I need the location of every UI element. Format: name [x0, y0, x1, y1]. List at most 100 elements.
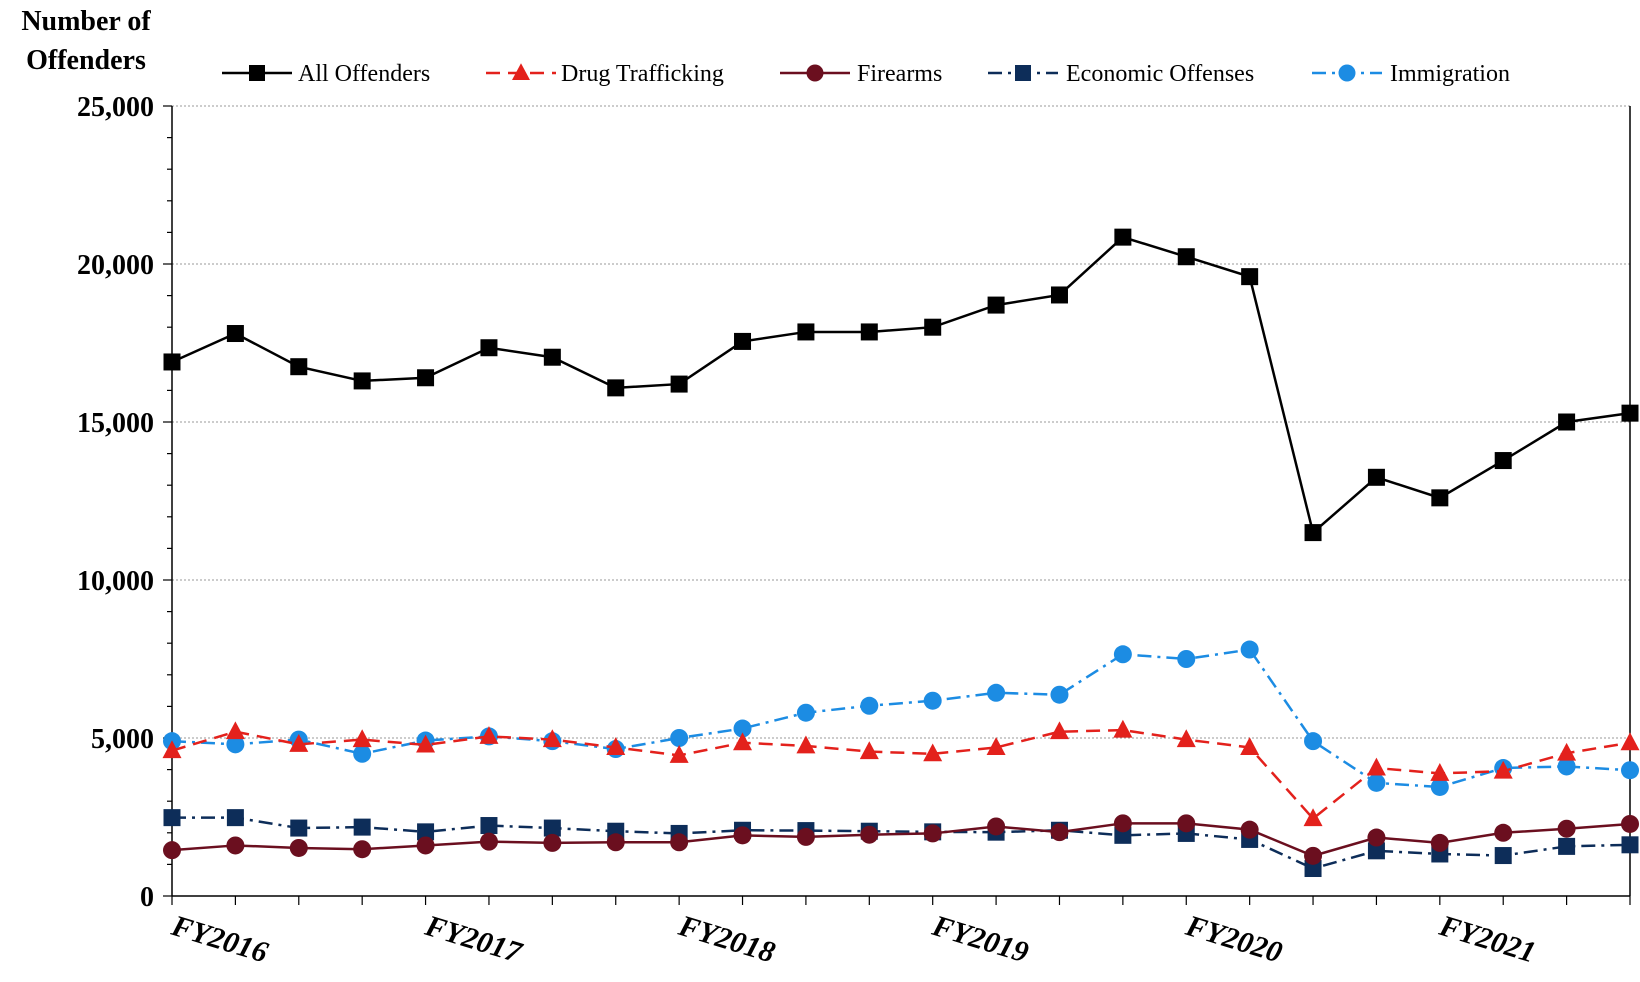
data-point-drug-trafficking [352, 729, 372, 748]
data-point-drug-trafficking [859, 741, 879, 760]
data-point-economic-offenses [543, 819, 561, 837]
data-point-immigration [796, 703, 815, 722]
data-point-drug-trafficking [1049, 721, 1069, 740]
data-point-all-offenders [353, 372, 371, 390]
y-tick-label: 0 [140, 882, 154, 913]
data-point-economic-offenses [1558, 837, 1576, 855]
data-point-firearms [733, 826, 752, 845]
data-point-firearms [479, 832, 498, 851]
data-point-drug-trafficking [1176, 729, 1196, 748]
x-tick-label: FY2020 [1181, 909, 1286, 970]
data-point-firearms [1113, 814, 1132, 833]
data-point-firearms [226, 836, 245, 855]
data-point-all-offenders [924, 318, 942, 336]
data-point-economic-offenses [290, 819, 308, 837]
data-point-drug-trafficking [1240, 737, 1260, 755]
data-point-immigration [353, 744, 372, 763]
data-point-firearms [1177, 814, 1196, 833]
data-point-economic-offenses [1494, 847, 1512, 865]
data-point-all-offenders [163, 353, 181, 371]
legend-swatch-marker [1015, 65, 1031, 81]
legend-swatch-marker [512, 63, 530, 81]
legend-item-economic-offenses: Economic Offenses [988, 61, 1254, 87]
series-line-all-offenders [171, 235, 1631, 535]
legend-label: Drug Trafficking [561, 61, 724, 87]
data-point-all-offenders [417, 369, 435, 387]
data-point-drug-trafficking [479, 726, 499, 744]
y-axis-title-line-2: Offenders [26, 45, 146, 76]
axes [171, 106, 1631, 897]
data-point-drug-trafficking [542, 729, 562, 748]
data-point-all-offenders [1494, 452, 1512, 470]
data-point-economic-offenses [1367, 842, 1385, 860]
data-point-firearms [860, 825, 879, 844]
data-point-firearms [1050, 823, 1069, 842]
data-point-economic-offenses [1304, 860, 1322, 878]
data-point-drug-trafficking [733, 732, 753, 751]
series-line-firearms [171, 822, 1631, 858]
data-point-firearms [1430, 833, 1449, 852]
data-point-all-offenders [1431, 489, 1449, 507]
data-point-firearms [1304, 846, 1323, 865]
series-group [162, 228, 1640, 878]
series-all-offenders [163, 228, 1639, 542]
data-point-all-offenders [1241, 268, 1259, 286]
data-point-firearms [923, 824, 942, 843]
legend-item-all-offenders: All Offenders [222, 61, 430, 87]
legend: All Offenders Drug Trafficking Firearms Eco… [222, 61, 1510, 87]
data-point-economic-offenses [353, 818, 371, 836]
data-point-all-offenders [1367, 468, 1385, 486]
data-point-firearms [289, 838, 308, 857]
data-point-all-offenders [1050, 286, 1068, 304]
x-tick-label: FY2018 [674, 909, 779, 970]
data-point-all-offenders [290, 358, 308, 376]
data-point-economic-offenses [417, 823, 435, 841]
data-point-firearms [543, 833, 562, 852]
data-point-all-offenders [226, 325, 244, 343]
legend-item-immigration: Immigration [1312, 61, 1510, 87]
data-point-firearms [1240, 820, 1259, 839]
data-point-all-offenders [1304, 524, 1322, 542]
legend-swatch-marker [1338, 64, 1356, 82]
data-point-firearms [670, 833, 689, 852]
data-point-drug-trafficking [162, 740, 182, 759]
data-point-firearms [606, 833, 625, 852]
data-point-all-offenders [734, 332, 752, 350]
data-point-drug-trafficking [606, 737, 626, 755]
series-drug-trafficking [162, 719, 1640, 827]
y-tick-label: 25,000 [77, 92, 154, 123]
data-point-firearms [163, 841, 181, 860]
data-point-firearms [1494, 823, 1513, 842]
legend-label: Economic Offenses [1066, 61, 1254, 87]
data-point-firearms [416, 836, 435, 855]
data-point-immigration [1177, 650, 1196, 668]
data-point-immigration [860, 696, 879, 715]
legend-label: Immigration [1390, 61, 1510, 87]
data-point-firearms [796, 827, 815, 846]
legend-swatch-marker [806, 64, 824, 82]
data-point-all-offenders [797, 323, 815, 341]
data-point-drug-trafficking [1303, 808, 1323, 827]
data-point-drug-trafficking [1620, 732, 1640, 751]
data-point-all-offenders [480, 339, 498, 357]
data-point-immigration [987, 683, 1006, 702]
legend-label: Firearms [857, 61, 942, 87]
data-point-drug-trafficking [225, 721, 245, 740]
x-tick-label: FY2016 [167, 909, 272, 970]
data-point-drug-trafficking [289, 733, 309, 752]
data-point-all-offenders [1114, 228, 1132, 246]
x-tick-label: FY2019 [928, 909, 1033, 970]
data-point-immigration [1113, 645, 1132, 664]
data-point-firearms [1621, 814, 1639, 833]
legend-swatch-marker [249, 65, 265, 81]
data-point-economic-offenses [1621, 836, 1639, 854]
data-point-immigration [1367, 773, 1386, 792]
data-point-immigration [670, 729, 689, 747]
data-point-drug-trafficking [923, 743, 943, 762]
data-point-economic-offenses [163, 809, 181, 827]
legend-item-drug-trafficking: Drug Trafficking [486, 61, 724, 87]
y-tick-label: 20,000 [77, 250, 154, 281]
y-tick-label: 5,000 [91, 724, 154, 755]
data-point-economic-offenses [480, 817, 498, 835]
